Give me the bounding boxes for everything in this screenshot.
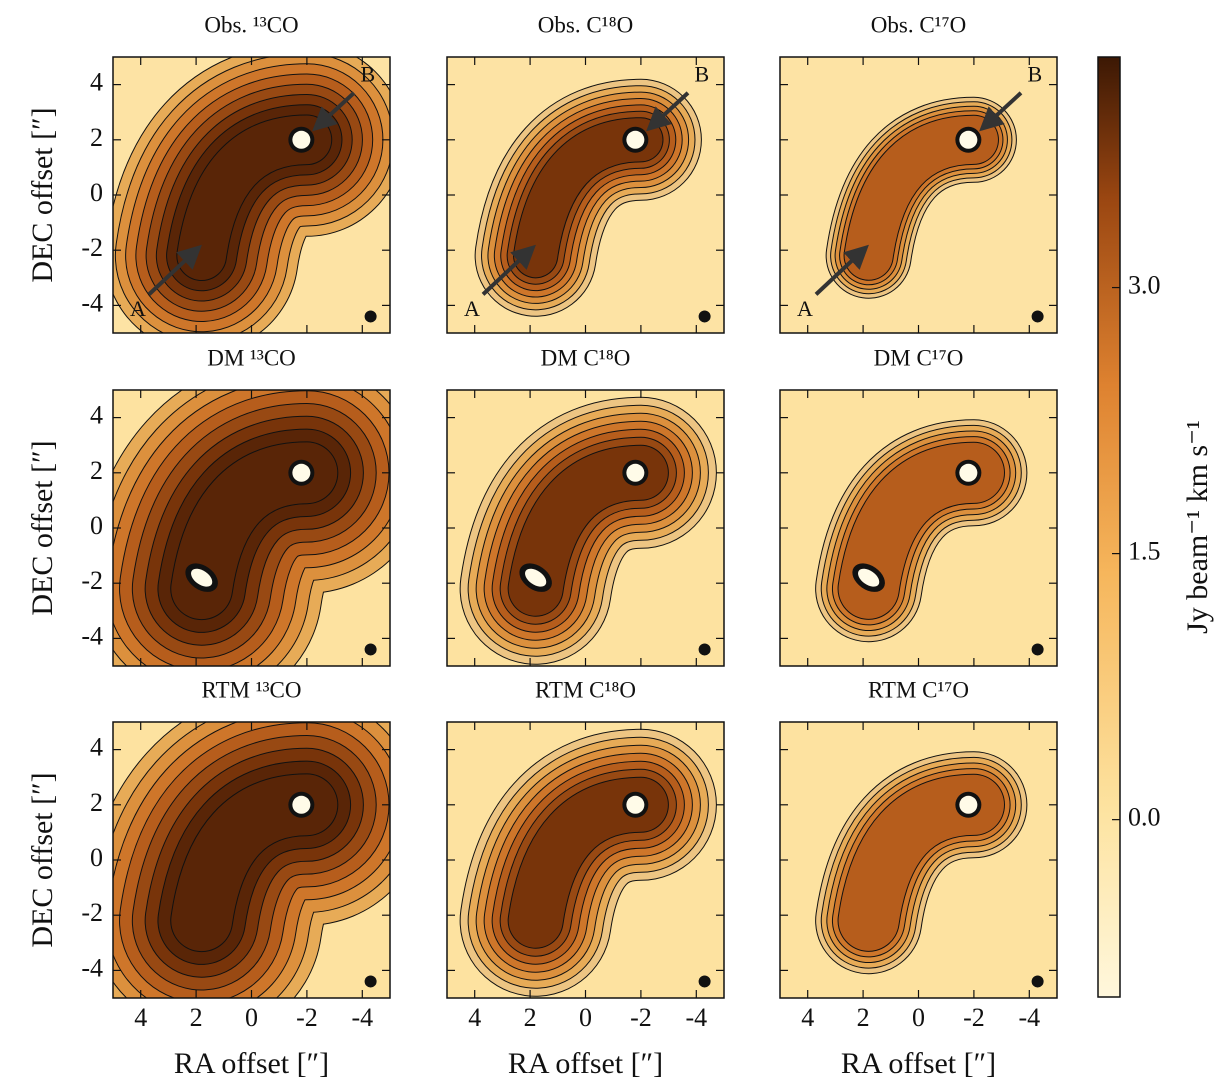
- x-tick-label: 2: [190, 1003, 203, 1032]
- y-tick-label: -4: [81, 953, 103, 982]
- panel-title: RTM C¹⁸O: [535, 677, 636, 702]
- x-tick-label: -2: [963, 1003, 985, 1032]
- figure: Obs. ¹³CO A B 4 2 0 -2 -4 DEC offset [″] Obs. C¹⁸…: [0, 0, 1220, 1086]
- y-tick-label: 4: [90, 733, 103, 762]
- beam: [365, 643, 377, 655]
- x-tick-label: -2: [296, 1003, 318, 1032]
- panel-title: Obs. ¹³CO: [204, 12, 298, 37]
- beam: [1032, 643, 1044, 655]
- x-tick-label: 4: [134, 1003, 147, 1032]
- panel-title: RTM C¹⁷O: [868, 677, 969, 702]
- beam: [1032, 975, 1044, 987]
- y-tick-label: -2: [81, 233, 103, 262]
- y-tick-label: -2: [81, 566, 103, 595]
- x-tick-label: 0: [912, 1003, 925, 1032]
- source-b: [292, 131, 310, 149]
- beam: [365, 310, 377, 322]
- annotation: B: [694, 61, 709, 86]
- source-b: [959, 464, 977, 482]
- annotation: A: [130, 296, 146, 321]
- colorbar-tick-label: 3.0: [1128, 271, 1161, 300]
- source-b: [626, 796, 644, 814]
- x-tick-label: 4: [468, 1003, 481, 1032]
- beam: [1032, 310, 1044, 322]
- source-b: [959, 131, 977, 149]
- x-tick-label: 0: [245, 1003, 258, 1032]
- x-tick-label: -4: [1018, 1003, 1040, 1032]
- y-tick-label: 2: [90, 123, 103, 152]
- annotation: B: [1027, 61, 1042, 86]
- y-tick-label: 2: [90, 456, 103, 485]
- y-axis-label: DEC offset [″]: [26, 107, 59, 282]
- colorbar-tick-label: 0.0: [1128, 803, 1161, 832]
- beam: [699, 975, 711, 987]
- y-tick-label: 4: [90, 401, 103, 430]
- y-tick-label: 0: [90, 511, 103, 540]
- x-tick-label: 2: [857, 1003, 870, 1032]
- colorbar: [1098, 57, 1120, 997]
- source-b: [626, 131, 644, 149]
- x-tick-label: 0: [579, 1003, 592, 1032]
- y-tick-label: -2: [81, 898, 103, 927]
- source-b: [292, 464, 310, 482]
- x-tick-label: -2: [630, 1003, 652, 1032]
- x-axis-label: RA offset [″]: [508, 1047, 663, 1080]
- source-b: [626, 464, 644, 482]
- x-tick-label: 2: [524, 1003, 537, 1032]
- y-tick-label: 0: [90, 178, 103, 207]
- y-tick-label: -4: [81, 288, 103, 317]
- source-b: [959, 796, 977, 814]
- panel-title: Obs. C¹⁷O: [871, 12, 966, 37]
- panel-title: DM ¹³CO: [207, 345, 296, 370]
- annotation: A: [464, 296, 480, 321]
- panel-title: DM C¹⁷O: [874, 345, 964, 370]
- x-tick-label: 4: [801, 1003, 814, 1032]
- y-tick-label: 0: [90, 843, 103, 872]
- annotation: B: [360, 61, 375, 86]
- y-axis-label: DEC offset [″]: [26, 440, 59, 615]
- y-tick-label: 2: [90, 788, 103, 817]
- y-axis-label: DEC offset [″]: [26, 772, 59, 947]
- panel-title: DM C¹⁸O: [541, 345, 631, 370]
- colorbar-label: Jy beam⁻¹ km s⁻¹: [1181, 420, 1214, 634]
- y-tick-label: -4: [81, 621, 103, 650]
- beam: [699, 643, 711, 655]
- beam: [365, 975, 377, 987]
- source-b: [292, 796, 310, 814]
- beam: [699, 310, 711, 322]
- panel-title: RTM ¹³CO: [202, 677, 302, 702]
- y-tick-label: 4: [90, 68, 103, 97]
- panel-title: Obs. C¹⁸O: [538, 12, 633, 37]
- x-tick-label: -4: [351, 1003, 373, 1032]
- colorbar-tick-label: 1.5: [1128, 537, 1161, 566]
- x-axis-label: RA offset [″]: [841, 1047, 996, 1080]
- x-tick-label: -4: [685, 1003, 707, 1032]
- x-axis-label: RA offset [″]: [174, 1047, 329, 1080]
- annotation: A: [797, 296, 813, 321]
